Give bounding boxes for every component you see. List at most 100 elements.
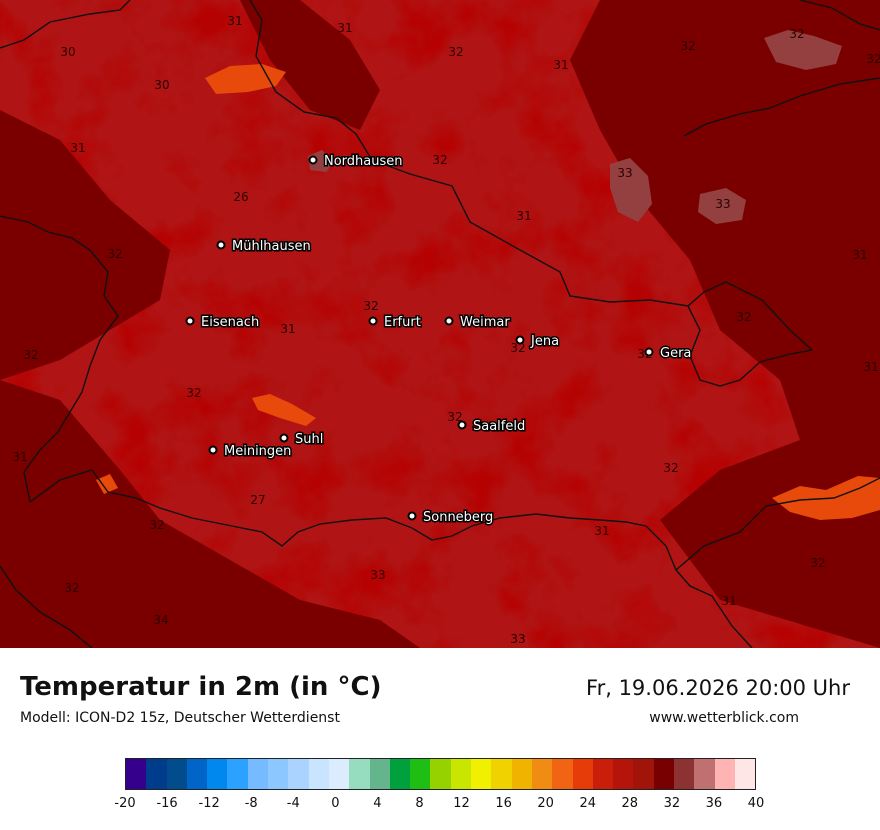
legend-tick-label: 12 bbox=[453, 796, 470, 811]
forecast-datetime: Fr, 19.06.2026 20:00 Uhr bbox=[586, 676, 850, 700]
city-label: Meiningen bbox=[224, 444, 291, 459]
temperature-value-labels: 31 31 30 32 30 32 31 32 32 31 33 26 33 31 32 31 32 32 31 32… bbox=[12, 14, 880, 646]
legend-swatch bbox=[349, 759, 370, 789]
legend-swatch bbox=[146, 759, 167, 789]
city-marker-erfurt: Erfurt bbox=[368, 314, 422, 332]
city-dot bbox=[444, 316, 454, 326]
legend-tick-label: 8 bbox=[415, 796, 424, 811]
legend-swatch bbox=[186, 759, 208, 789]
legend-swatch bbox=[653, 759, 675, 789]
city-marker-jena: Jena bbox=[515, 333, 561, 351]
temperature-value: 33 bbox=[370, 568, 385, 582]
dark-region-north bbox=[240, 0, 380, 130]
temperature-value: 26 bbox=[233, 190, 248, 204]
temperature-value: 32 bbox=[810, 556, 825, 570]
legend-swatch bbox=[471, 759, 492, 789]
legend-tick-label: 24 bbox=[579, 796, 596, 811]
legend-swatch bbox=[613, 759, 634, 789]
legend-swatch bbox=[714, 759, 735, 789]
legend-swatch bbox=[389, 759, 411, 789]
legend-tick-label: 36 bbox=[705, 796, 723, 811]
city-dot bbox=[185, 316, 195, 326]
temperature-value: 31 bbox=[721, 594, 736, 608]
legend-swatch bbox=[308, 759, 329, 789]
legend-tick-label: 0 bbox=[331, 796, 340, 811]
border-west bbox=[0, 215, 119, 503]
city-label: Sonneberg bbox=[423, 510, 493, 525]
city-marker-eisenach: Eisenach bbox=[185, 314, 261, 332]
city-marker-mühlhausen: Mühlhausen bbox=[216, 238, 312, 256]
legend-swatch bbox=[288, 759, 309, 789]
state-borders bbox=[0, 0, 880, 648]
color-legend bbox=[125, 758, 756, 790]
temperature-value: 32 bbox=[663, 461, 678, 475]
legend-swatch bbox=[430, 759, 451, 789]
legend-tick-label: -8 bbox=[244, 796, 258, 811]
border-north bbox=[0, 0, 131, 49]
legend-swatch bbox=[694, 759, 715, 789]
temperature-value: 32 bbox=[363, 299, 378, 313]
legend-swatch bbox=[328, 759, 350, 789]
temperature-map: 31 31 30 32 30 32 31 32 32 31 33 26 33 31 32 31 32 32 31 32… bbox=[0, 0, 880, 648]
temperature-value: 31 bbox=[280, 322, 295, 336]
map-footer: Temperatur in 2m (in °C) Modell: ICON-D2… bbox=[0, 648, 880, 830]
temperature-value: 31 bbox=[70, 141, 85, 155]
legend-swatch bbox=[268, 759, 289, 789]
legend-tick-label: -16 bbox=[156, 796, 178, 811]
legend-tick-label: 32 bbox=[663, 796, 681, 811]
city-dot bbox=[644, 347, 654, 357]
legend-swatch bbox=[552, 759, 573, 789]
legend-tick-label: -4 bbox=[286, 796, 300, 811]
dark-region-southwest bbox=[0, 380, 420, 648]
cool-patch-1 bbox=[610, 158, 652, 222]
temperature-value: 33 bbox=[715, 197, 730, 211]
temperature-value: 32 bbox=[186, 386, 201, 400]
temperature-value: 33 bbox=[617, 166, 632, 180]
cool-patch-3 bbox=[764, 30, 842, 70]
city-label: Erfurt bbox=[384, 315, 421, 330]
legend-swatch bbox=[247, 759, 269, 789]
city-label: Mühlhausen bbox=[232, 239, 311, 254]
city-dot bbox=[308, 155, 318, 165]
city-dot bbox=[208, 445, 218, 455]
city-dot bbox=[368, 316, 378, 326]
border-east bbox=[683, 77, 880, 137]
legend-swatch bbox=[734, 759, 756, 789]
city-dot bbox=[457, 420, 467, 430]
city-label: Suhl bbox=[295, 432, 323, 447]
city-label: Saalfeld bbox=[473, 419, 525, 434]
temperature-value: 32 bbox=[23, 348, 38, 362]
legend-swatch bbox=[166, 759, 187, 789]
temperature-value: 31 bbox=[12, 450, 27, 464]
legend-swatch bbox=[410, 759, 431, 789]
dark-region-west bbox=[0, 110, 170, 380]
temperature-value: 31 bbox=[337, 21, 352, 35]
city-marker-meiningen: Meiningen bbox=[208, 443, 293, 461]
temperature-value: 34 bbox=[153, 613, 168, 627]
hot-patch-north bbox=[205, 64, 286, 94]
city-marker-sonneberg: Sonneberg bbox=[407, 509, 495, 527]
border-north-2 bbox=[249, 0, 813, 351]
temperature-value: 32 bbox=[510, 341, 525, 355]
legend-tick-label: -12 bbox=[198, 796, 220, 811]
border-southeast bbox=[645, 525, 753, 648]
temperature-value: 32 bbox=[107, 247, 122, 261]
legend-swatch bbox=[491, 759, 512, 789]
city-marker-nordhausen: Nordhausen bbox=[308, 153, 404, 171]
temperature-value: 31 bbox=[227, 14, 242, 28]
temperature-value: 30 bbox=[154, 78, 169, 92]
city-label: Nordhausen bbox=[324, 154, 403, 169]
legend-swatch bbox=[207, 759, 228, 789]
temperature-value: 33 bbox=[510, 632, 525, 646]
map-title: Temperatur in 2m (in °C) bbox=[20, 672, 382, 702]
city-label: Weimar bbox=[460, 315, 510, 330]
legend-swatch bbox=[126, 759, 147, 789]
legend-swatch bbox=[633, 759, 654, 789]
temperature-value: 32 bbox=[680, 39, 695, 53]
temperature-value: 32 bbox=[866, 52, 880, 66]
legend-swatch bbox=[572, 759, 593, 789]
temperature-value: 32 bbox=[64, 581, 79, 595]
legend-swatch bbox=[674, 759, 695, 789]
hot-patch-center bbox=[252, 394, 316, 426]
temperature-value: 32 bbox=[432, 153, 447, 167]
